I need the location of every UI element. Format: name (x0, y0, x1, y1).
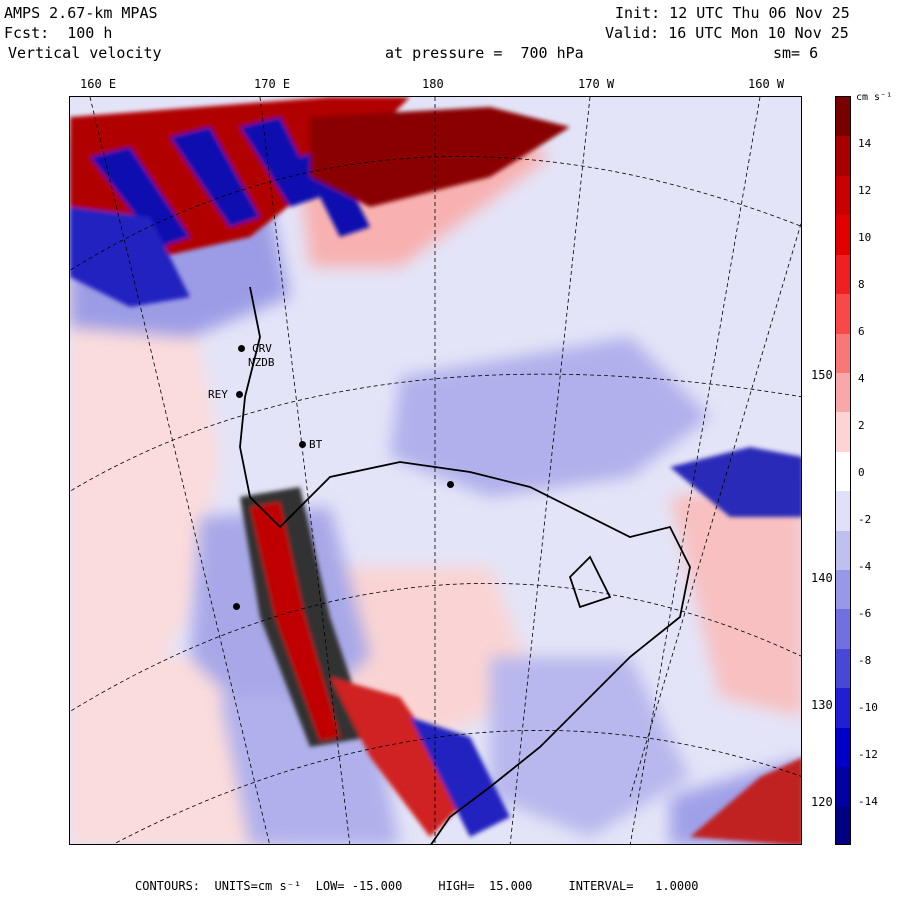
colorbar-tick-label: 10 (858, 231, 872, 244)
colorbar-swatch (836, 175, 850, 216)
colorbar-tick-label: -6 (858, 607, 872, 620)
lon-label-170w: 170 W (578, 77, 615, 91)
strong-band-nw (70, 97, 570, 307)
station-dot-crv (238, 345, 245, 352)
init-time: Init: 12 UTC Thu 06 Nov 25 (615, 4, 850, 22)
coastline (239, 286, 691, 844)
vertical-velocity-map (69, 96, 802, 845)
colorbar-swatch (836, 491, 850, 532)
contour-info: CONTOURS: UNITS=cm s⁻¹ LOW= -15.000 HIGH… (135, 879, 699, 893)
station-dot-pole (447, 481, 454, 488)
colorbar-tick-label: 6 (858, 325, 865, 338)
colorbar-swatch (836, 451, 850, 492)
colorbar-swatch (836, 294, 850, 334)
colorbar-swatch (836, 727, 850, 768)
colorbar-swatch (836, 609, 850, 650)
graticule (70, 97, 801, 844)
valid-time: Valid: 16 UTC Mon 10 Nov 25 (605, 24, 849, 42)
colorbar-tick-label: 2 (858, 419, 865, 432)
colorbar-swatch (836, 254, 850, 295)
station-bt: BT (309, 438, 323, 451)
field-name: Vertical velocity (8, 44, 162, 62)
colorbar-tick-label: -10 (858, 701, 878, 714)
colorbar-tick-label: -12 (858, 748, 878, 761)
lon-label-160e: 160 E (80, 77, 117, 91)
lon-label-170e: 170 E (254, 77, 291, 91)
station-nzdb: NZDB (248, 356, 275, 369)
lon-label-180: 180 (422, 77, 444, 91)
colorbar-swatch (836, 97, 850, 137)
colorbar-swatch (836, 648, 850, 689)
colorbar-swatch (836, 136, 850, 177)
model-title: AMPS 2.67-km MPAS (4, 4, 158, 22)
colorbar-tick-label: 14 (858, 137, 872, 150)
colorbar-swatch (836, 333, 850, 374)
colorbar-swatch (836, 530, 850, 571)
colorbar-swatch (836, 215, 850, 256)
pressure-level: at pressure = 700 hPa (385, 44, 584, 62)
colorbar-tick-label: 12 (858, 184, 872, 197)
colorbar-tick-label: -4 (858, 560, 872, 573)
colorbar (835, 96, 851, 845)
colorbar-tick-label: 0 (858, 466, 865, 479)
station-crv: CRV (252, 342, 272, 355)
colorbar-swatch (836, 767, 850, 808)
colorbar-tick-label: -14 (858, 795, 878, 808)
station-rey: REY (208, 388, 228, 401)
colorbar-swatch (836, 412, 850, 453)
station-dot-south (233, 603, 240, 610)
colorbar-swatch (836, 372, 850, 413)
forecast-hour: Fcst: 100 h (4, 24, 113, 42)
station-dot-bt (299, 441, 306, 448)
colorbar-swatch (836, 688, 850, 729)
colorbar-tick-label: 4 (858, 372, 865, 385)
smoothing: sm= 6 (773, 44, 819, 62)
lon-label-160w: 160 W (748, 77, 785, 91)
colorbar-tick-label: -8 (858, 654, 872, 667)
colorbar-swatch (836, 806, 850, 844)
colorbar-swatch (836, 570, 850, 610)
map-canvas (70, 97, 801, 844)
colorbar-tick-label: -2 (858, 513, 872, 526)
colorbar-tick-label: 8 (858, 278, 865, 291)
station-dot-rey (236, 391, 243, 398)
colorbar-unit: cm s⁻¹ (856, 92, 893, 103)
